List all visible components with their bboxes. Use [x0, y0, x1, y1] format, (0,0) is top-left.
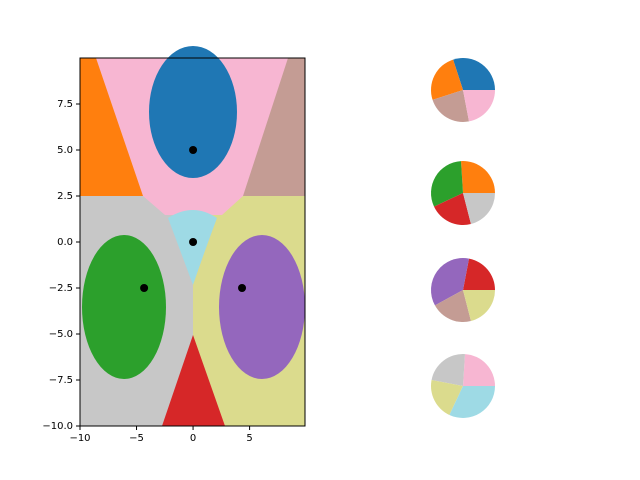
region — [219, 235, 305, 379]
y-tick-label: −7.5 — [49, 375, 73, 386]
pie-wedge — [463, 354, 495, 386]
region-map — [80, 46, 305, 426]
region — [82, 235, 166, 379]
y-tick-label: −10.0 — [42, 421, 73, 432]
x-tick-label: 0 — [190, 433, 196, 444]
pie-wedge — [431, 59, 463, 100]
pie-wedge — [431, 161, 463, 207]
region — [149, 46, 237, 178]
pie-wedge — [463, 290, 495, 321]
pie-wedge — [432, 90, 469, 122]
point — [140, 284, 149, 292]
y-tick-label: −5.0 — [49, 329, 73, 340]
region — [162, 335, 225, 426]
region — [243, 58, 305, 196]
region — [168, 210, 217, 285]
y-tick-label: −2.5 — [49, 283, 73, 294]
x-tick-label: 5 — [246, 433, 252, 444]
pie-wedge — [460, 161, 495, 193]
pie-wedge — [449, 386, 495, 418]
pie-wedge — [434, 193, 471, 225]
y-tick-label: 7.5 — [57, 99, 73, 110]
region — [80, 58, 143, 196]
y-tick-label: 5.0 — [57, 145, 73, 156]
pie-wedge — [463, 258, 495, 290]
pie-wedge — [463, 90, 495, 122]
region — [143, 196, 243, 215]
pie-wedge — [431, 258, 469, 306]
y-tick-label: 0.0 — [57, 237, 73, 248]
point — [189, 146, 198, 154]
pie-wedge — [431, 380, 463, 415]
pie-wedge — [463, 193, 495, 224]
point — [238, 284, 247, 292]
pie-wedge — [453, 58, 495, 90]
y-tick-label: 2.5 — [57, 191, 73, 202]
pie-wedge — [431, 354, 466, 386]
x-tick-label: −5 — [129, 433, 144, 444]
x-tick-label: −10 — [69, 433, 90, 444]
pie-wedge — [434, 290, 471, 322]
point — [189, 238, 198, 246]
